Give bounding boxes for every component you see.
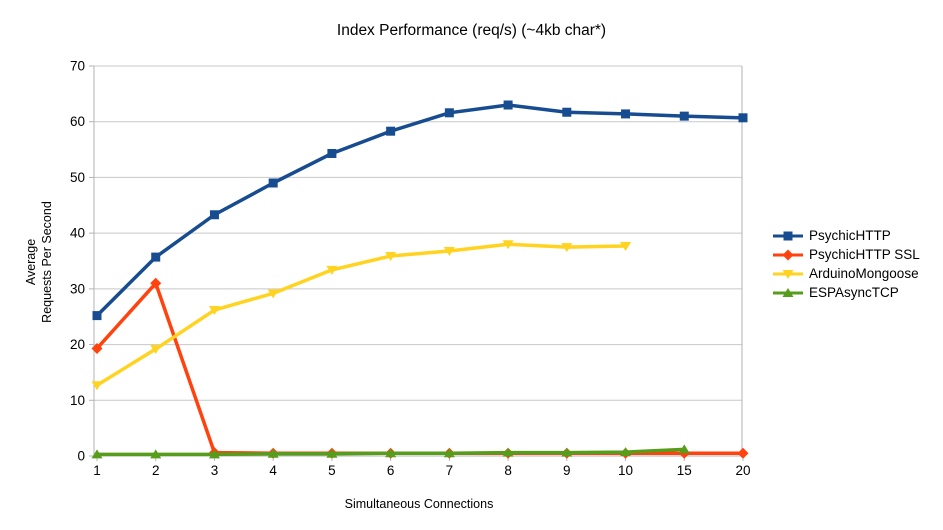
y-tick-label: 40 xyxy=(70,226,85,241)
legend-swatch-marker xyxy=(782,269,794,279)
series-marker-espasynctcp xyxy=(326,448,338,458)
series-marker-psychichttp xyxy=(679,111,689,121)
series-marker-espasynctcp xyxy=(620,447,632,457)
series-marker-arduinomongoose xyxy=(326,265,338,275)
series-marker-psychichttp xyxy=(503,100,513,110)
x-tick-label: 15 xyxy=(677,463,692,478)
series-marker-espasynctcp xyxy=(150,449,162,459)
legend-item-psychichttp-ssl: PsychicHTTP SSL xyxy=(772,245,920,264)
series-marker-psychichttp xyxy=(386,126,396,136)
chart-title: Index Performance (req/s) (~4kb char*) xyxy=(336,22,607,39)
y-tick-label: 70 xyxy=(70,59,85,74)
series-marker-psychichttp xyxy=(562,107,572,117)
series-marker-espasynctcp xyxy=(678,444,690,454)
series-marker-arduinomongoose xyxy=(267,289,279,299)
series-marker-espasynctcp xyxy=(443,448,455,458)
series-line-psychichttp xyxy=(95,103,744,317)
series-marker-psychichttp-ssl xyxy=(150,277,162,289)
legend-swatch-marker xyxy=(782,287,794,297)
series-marker-psychichttp xyxy=(327,148,337,158)
y-tick-label: 50 xyxy=(70,170,85,185)
legend-swatch-diamond-icon xyxy=(773,249,803,260)
legend-swatch-triangle-up-icon xyxy=(773,287,803,297)
y-tick-label: 0 xyxy=(77,449,85,464)
x-tick-label: 2 xyxy=(152,463,160,478)
legend-swatch-square-icon xyxy=(773,231,803,240)
x-tick-label: 7 xyxy=(446,463,454,478)
legend-label: ESPAsyncTCP xyxy=(809,285,899,300)
series-marker-psychichttp xyxy=(151,252,161,262)
series-marker-arduinomongoose xyxy=(443,246,455,256)
x-tick-label: 9 xyxy=(563,463,571,478)
x-tick-label: 3 xyxy=(211,463,219,478)
legend-swatch-marker xyxy=(783,231,793,240)
series-marker-arduinomongoose xyxy=(91,381,103,391)
x-tick-label: 5 xyxy=(328,463,336,478)
series-marker-psychichttp xyxy=(621,109,631,119)
series-line-arduinomongoose xyxy=(96,242,626,387)
legend-item-arduinomongoose: ArduinoMongoose xyxy=(772,264,920,283)
legend-swatch-marker xyxy=(782,249,794,260)
x-tick-label: 1 xyxy=(93,463,101,478)
series-marker-espasynctcp xyxy=(267,448,279,458)
series-marker-psychichttp-ssl xyxy=(737,447,749,459)
series-marker-arduinomongoose xyxy=(502,240,514,250)
x-tick-label: 20 xyxy=(735,463,750,478)
series-marker-arduinomongoose xyxy=(561,243,573,253)
series-marker-espasynctcp xyxy=(208,449,220,459)
y-tick-label: 60 xyxy=(70,114,85,129)
series-marker-espasynctcp xyxy=(502,447,514,457)
series-marker-espasynctcp xyxy=(91,449,103,459)
x-tick-label: 6 xyxy=(387,463,395,478)
series-marker-arduinomongoose xyxy=(620,241,632,251)
y-tick-label: 20 xyxy=(70,337,85,352)
series-espasynctcp xyxy=(91,444,690,459)
series-line-psychichttp-ssl xyxy=(95,281,743,455)
series-marker-psychichttp xyxy=(92,311,102,321)
legend: PsychicHTTP PsychicHTTP SSL ArduinoMongoos… xyxy=(772,226,920,302)
legend-item-espasynctcp: ESPAsyncTCP xyxy=(772,283,920,302)
series-marker-psychichttp xyxy=(209,210,219,220)
series-marker-arduinomongoose xyxy=(150,345,162,355)
series-arduinomongoose xyxy=(91,240,632,391)
series-psychichttp-ssl xyxy=(91,277,749,459)
legend-label: PsychicHTTP SSL xyxy=(809,247,920,262)
series-marker-arduinomongoose xyxy=(208,306,220,316)
series-marker-espasynctcp xyxy=(385,448,397,458)
x-tick-label: 10 xyxy=(618,463,633,478)
legend-item-psychichttp: PsychicHTTP xyxy=(772,226,920,245)
series-marker-psychichttp xyxy=(738,113,748,123)
legend-label: ArduinoMongoose xyxy=(809,266,919,281)
series-marker-psychichttp xyxy=(268,178,278,188)
legend-label: PsychicHTTP xyxy=(809,228,891,243)
series-marker-psychichttp xyxy=(444,108,454,118)
series-marker-arduinomongoose xyxy=(385,251,397,261)
x-tick-label: 4 xyxy=(269,463,277,478)
y-tick-label: 30 xyxy=(70,281,85,296)
series-marker-psychichttp-ssl xyxy=(91,342,103,354)
series-marker-espasynctcp xyxy=(561,447,573,457)
y-tick-label: 10 xyxy=(70,393,85,408)
legend-swatch-triangle-down-icon xyxy=(773,269,803,279)
series-psychichttp xyxy=(92,100,748,321)
x-tick-label: 8 xyxy=(504,463,512,478)
x-axis-title: Simultaneous Connections xyxy=(344,497,494,511)
